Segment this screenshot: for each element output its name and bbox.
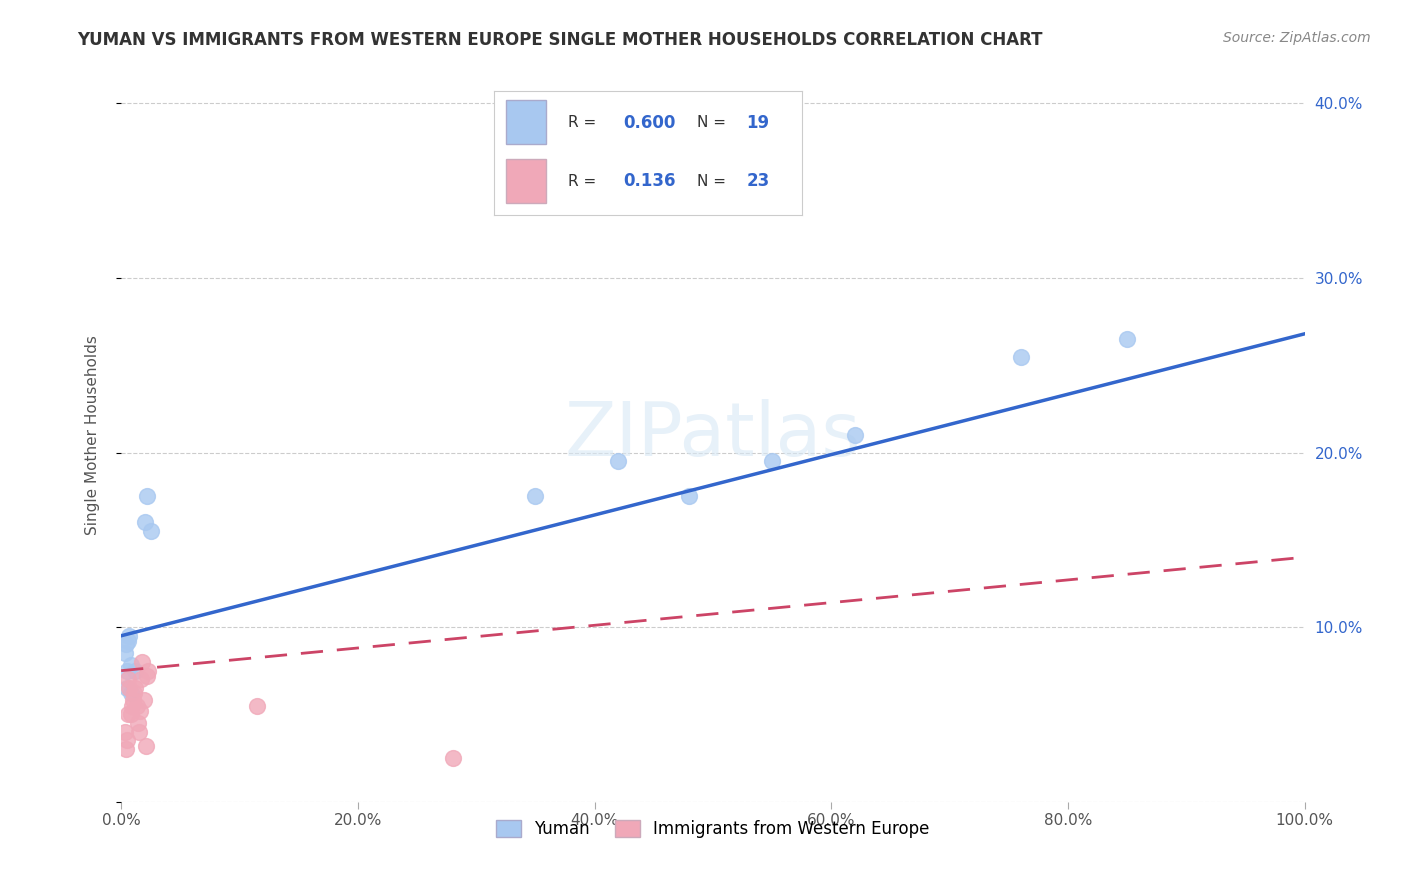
Point [124,664,146,678]
Point [115,742,138,756]
Point [131,655,153,669]
Point [122,686,145,700]
Point [844,428,866,442]
Point [127,716,149,731]
Point [120,658,142,673]
Text: ZIPatlas: ZIPatlas [565,399,860,472]
Point [128,724,150,739]
Point [115,733,138,747]
Point [122,693,145,707]
Point [246,698,269,713]
Point [117,673,139,687]
Point [117,707,139,722]
Point [1116,332,1139,346]
Point [135,739,157,753]
Point [114,646,136,660]
Text: YUMAN VS IMMIGRANTS FROM WESTERN EUROPE SINGLE MOTHER HOUSEHOLDS CORRELATION CHA: YUMAN VS IMMIGRANTS FROM WESTERN EUROPE … [77,31,1043,49]
Point [118,629,141,643]
Point [117,634,139,648]
Point [129,673,152,687]
Point [114,724,136,739]
Point [524,489,547,503]
Point [115,681,138,695]
Point [134,516,156,530]
Point [607,454,630,468]
Point [120,707,142,722]
Point [125,698,148,713]
Legend: Yuman, Immigrants from Western Europe: Yuman, Immigrants from Western Europe [489,813,936,845]
Y-axis label: Single Mother Households: Single Mother Households [86,335,100,535]
Point [761,454,783,468]
Point [1010,350,1032,364]
Point [115,664,138,678]
Point [118,681,141,695]
Point [441,751,464,765]
Point [136,489,159,503]
Point [132,693,155,707]
Point [139,524,162,538]
Point [138,664,160,678]
Point [115,638,138,652]
Point [129,704,152,718]
Point [121,698,143,713]
Point [678,489,700,503]
Point [136,669,159,683]
Point [124,681,146,695]
Point [120,686,142,700]
Text: Source: ZipAtlas.com: Source: ZipAtlas.com [1223,31,1371,45]
